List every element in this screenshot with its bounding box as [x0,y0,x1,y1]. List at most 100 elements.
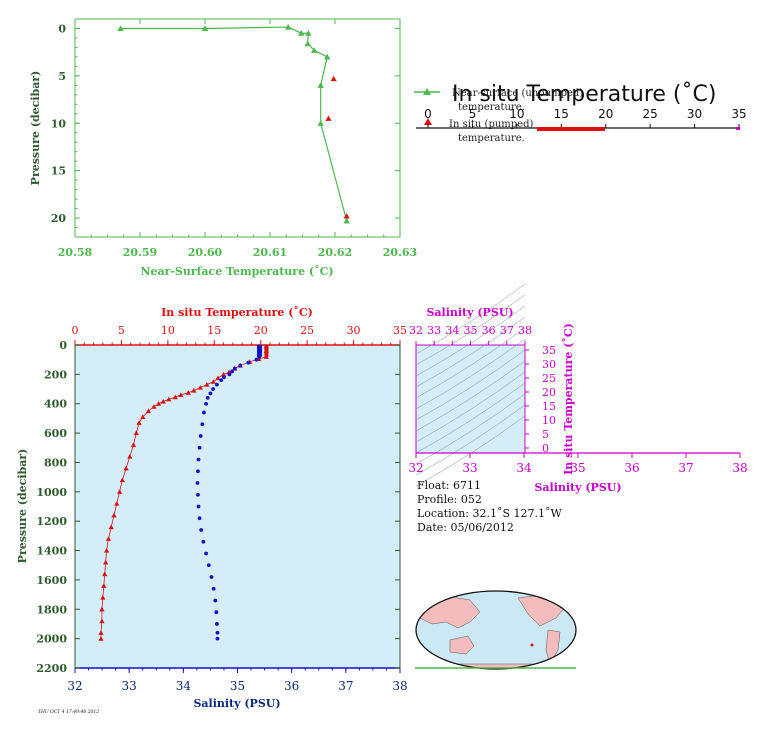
main-pres-tick-label: 1000 [36,486,67,499]
main-salinity-ticks: 32 33 34 35 36 37 38 [67,668,408,693]
info-location: Location: 32.1˚S 127.1˚W [417,507,563,520]
ts-density-contour [415,338,526,410]
ts-bottom-ticks: 32 33 34 35 36 37 38 [408,453,748,475]
legend: Near-surface (unpumped) temperature. In … [414,82,747,144]
legend-item-pumped: In situ (pumped) [449,119,533,130]
data-point-unpumped [317,82,324,88]
data-point-salinity [211,387,216,391]
main-pres-tick-label: 400 [44,398,67,411]
legend-scale-tick-label: 20 [598,107,613,121]
data-point-salinity [238,363,243,368]
ts-bottom-tick-label: 36 [624,461,639,475]
data-point-temperature [204,382,210,387]
world-map [415,590,577,670]
ts-density-contour [415,294,526,366]
data-point-salinity [230,369,234,374]
top-y-axis-label: Pressure (decibar) [29,71,42,186]
salinity-surface-cluster [257,345,262,357]
main-pressure-ticks: 0 200 400 600 800 1000 1200 1400 1600 1800 2000 220… [36,339,400,675]
data-point-salinity [213,598,218,603]
data-point-temperature [99,618,105,624]
main-temp-tick-label: 30 [347,324,361,337]
data-point-temperature [111,512,117,518]
data-point-salinity [254,357,259,362]
ts-top-tick-label: 32 [409,324,423,337]
data-point-temperature [119,477,125,483]
main-chart: 0 5 10 15 20 25 30 35 32 33 34 35 36 37 38 0 200 400 600… [16,306,408,710]
main-temp-tick-label: 0 [72,324,79,337]
ts-density-contour [415,360,526,432]
data-point-salinity [195,481,200,485]
data-point-salinity [196,504,201,509]
ts-density-contour [415,404,526,476]
legend-scale-tick-label: 25 [643,107,658,121]
data-point-salinity [205,395,210,400]
info-profile: Profile: 052 [417,493,482,506]
data-point-unpumped [343,217,350,224]
data-point-pumped [330,75,337,82]
top-x-tick-label: 20.62 [318,246,352,259]
top-series [117,23,350,224]
main-pres-tick-label: 2000 [36,633,67,646]
ts-bottom-tick-label: 37 [678,461,693,475]
legend-marker-green [423,88,431,95]
top-x-tick-label: 20.63 [383,246,417,259]
data-point-temperature [133,430,139,436]
data-point-temperature [103,547,110,553]
data-point-salinity [199,528,204,532]
data-point-salinity [196,469,200,474]
ts-right-tick-label: 5 [542,428,549,441]
data-point-salinity [227,372,232,377]
data-point-temperature [100,594,106,600]
ts-right-y-axis-label: In situ Temperature (˚C) [562,323,575,475]
main-sal-tick-label: 36 [284,679,299,693]
legend-color-scale: 0 5 10 15 20 25 30 35 [416,107,747,131]
ts-top-tick-label: 36 [482,324,496,337]
data-point-temperature [140,414,146,420]
data-point-salinity [204,401,208,406]
data-point-temperature [98,630,104,635]
info-date: Date: 05/06/2012 [417,521,514,534]
data-point-temperature [101,583,107,588]
ts-top-ticks: 32 33 34 35 36 37 38 [409,324,532,345]
legend-scale-tick-label: 35 [731,107,746,121]
legend-title: In situ Temperature (˚C) [452,82,716,107]
legend-marker-red [424,118,432,125]
top-x-tick-label: 20.60 [188,246,223,259]
main-temp-tick-label: 25 [300,324,314,337]
ts-top-tick-label: 37 [500,324,514,337]
main-y-axis-label: Pressure (decibar) [16,449,29,564]
top-y-tick-label: 15 [51,165,66,178]
main-pres-tick-label: 2200 [36,662,67,675]
data-point-salinity [215,630,220,635]
top-x-tick-label: 20.59 [123,246,157,259]
ts-top-tick-label: 34 [445,324,459,337]
data-point-temperature [191,387,197,393]
data-point-temperature [108,524,114,530]
main-pres-tick-label: 600 [44,427,67,440]
data-point-temperature [185,390,191,395]
top-y-tick-label: 10 [51,117,67,130]
ts-right-tick-label: 15 [542,400,556,413]
data-point-salinity [209,575,214,579]
legend-scale-end-mark [736,127,740,130]
ts-density-contour [415,349,526,421]
main-bottom-x-axis-label: Salinity (PSU) [193,697,280,710]
data-point-salinity [198,434,203,438]
data-point-unpumped [324,53,331,60]
data-point-unpumped [317,120,324,126]
data-point-temperature [178,392,184,397]
data-point-salinity [232,366,237,371]
data-point-unpumped [311,47,318,53]
main-plot-area [75,345,400,668]
data-point-temperature [155,401,162,406]
data-point-salinity [202,410,206,415]
legend-item-pumped-2: temperature. [458,133,525,144]
data-point-salinity [246,360,251,365]
main-temp-tick-label: 15 [207,324,221,337]
main-pres-tick-label: 1800 [36,603,67,616]
data-point-unpumped [201,25,209,32]
legend-item-unpumped-2: temperature. [458,102,525,113]
